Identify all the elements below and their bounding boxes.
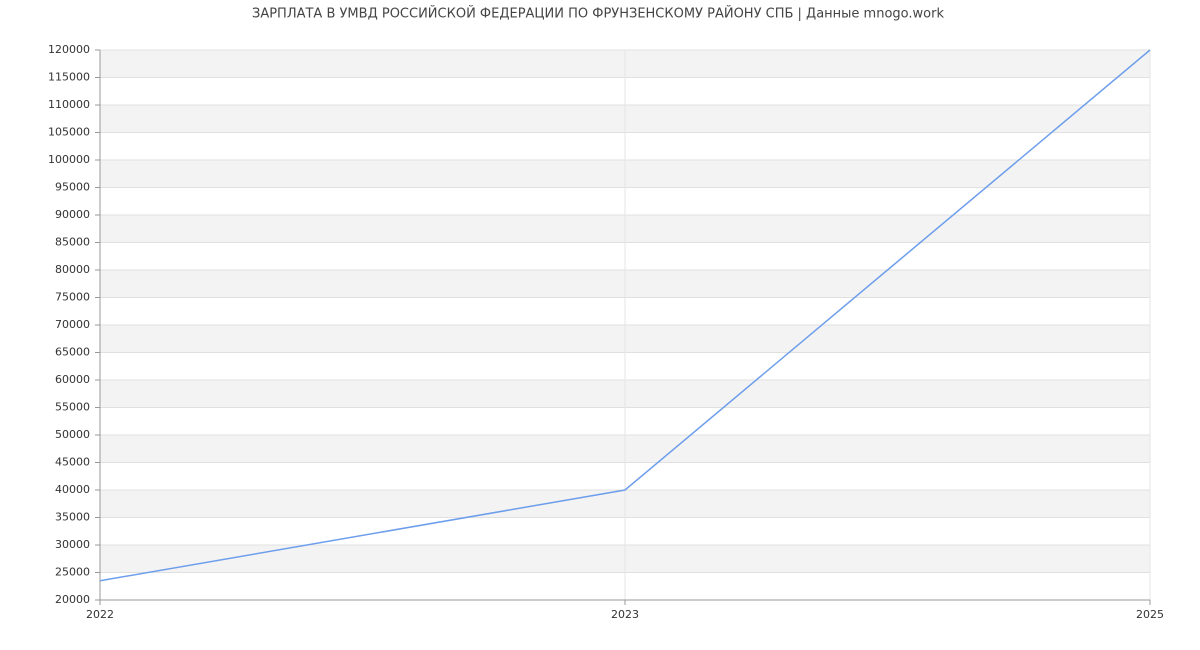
y-tick-label: 65000 [55,346,90,359]
y-tick-label: 55000 [55,401,90,414]
y-tick-label: 60000 [55,373,90,386]
x-tick-label: 2022 [86,608,114,621]
y-tick-label: 110000 [48,98,90,111]
line [99,49,1151,582]
y-tick-label: 20000 [55,593,90,606]
y-tick-label: 85000 [55,236,90,249]
chart-title: ЗАРПЛАТА В УМВД РОССИЙСКОЙ ФЕДЕРАЦИИ ПО … [252,6,944,22]
y-tick-label: 95000 [55,181,90,194]
y-tick-label: 115000 [48,71,90,84]
y-tick-label: 45000 [55,456,90,469]
x-tick-label: 2023 [611,608,639,621]
y-tick-label: 75000 [55,291,90,304]
y-tick-label: 40000 [55,483,90,496]
y-tick-label: 120000 [48,43,90,56]
y-tick-label: 100000 [48,153,90,166]
y-tick-label: 105000 [48,126,90,139]
y-tick-label: 70000 [55,318,90,331]
y-tick-label: 90000 [55,208,90,221]
y-tick-label: 25000 [55,566,90,579]
y-tick-label: 35000 [55,511,90,524]
y-tick-label: 50000 [55,428,90,441]
y-tick-label: 80000 [55,263,90,276]
y-tick-label: 30000 [55,538,90,551]
x-tick-label: 2025 [1136,608,1164,621]
